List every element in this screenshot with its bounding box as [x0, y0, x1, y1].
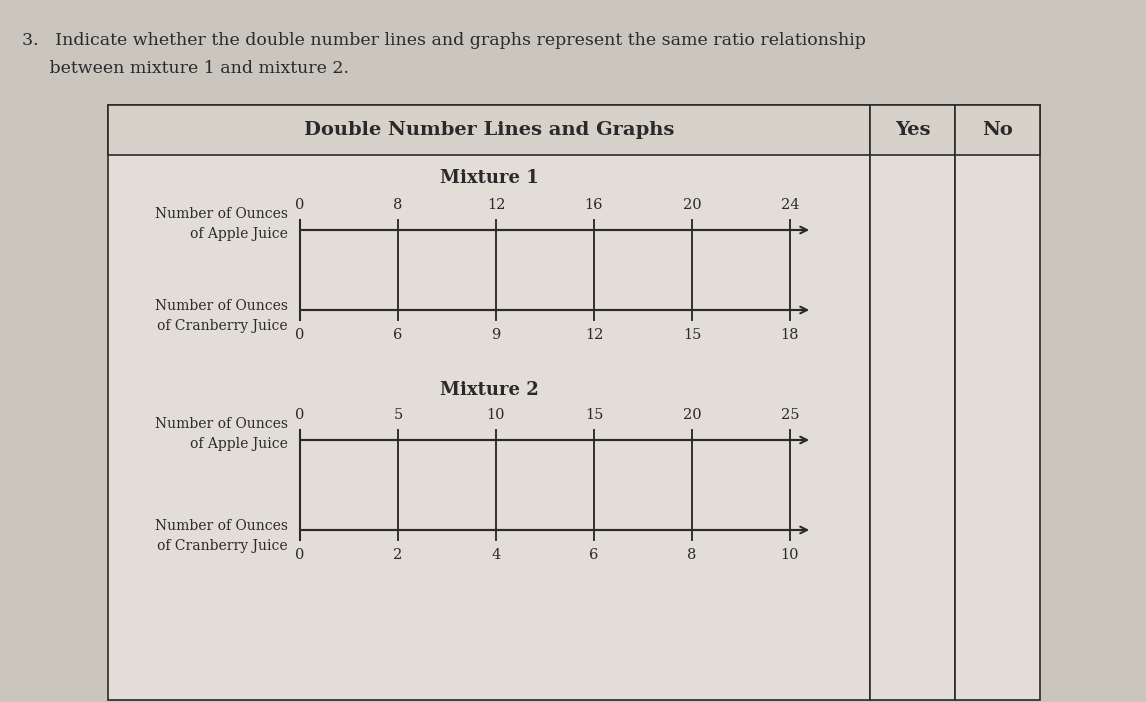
Text: between mixture 1 and mixture 2.: between mixture 1 and mixture 2.	[22, 60, 350, 77]
Bar	[870, 105, 955, 155]
Text: 6: 6	[589, 548, 598, 562]
Bar	[108, 105, 870, 700]
Bar	[108, 105, 870, 155]
Text: No: No	[982, 121, 1013, 139]
Text: 20: 20	[683, 408, 701, 422]
Text: 24: 24	[780, 198, 799, 212]
Text: Double Number Lines and Graphs: Double Number Lines and Graphs	[304, 121, 674, 139]
Text: Number of Ounces
of Cranberry Juice: Number of Ounces of Cranberry Juice	[155, 299, 288, 333]
Text: 25: 25	[780, 408, 799, 422]
Bar	[955, 105, 1041, 155]
Text: 9: 9	[492, 328, 501, 342]
Text: 18: 18	[780, 328, 799, 342]
Text: 12: 12	[584, 328, 603, 342]
Text: 2: 2	[393, 548, 402, 562]
Text: Yes: Yes	[895, 121, 931, 139]
Text: 12: 12	[487, 198, 505, 212]
Text: 0: 0	[296, 328, 305, 342]
Text: 10: 10	[487, 408, 505, 422]
Text: 3.   Indicate whether the double number lines and graphs represent the same rati: 3. Indicate whether the double number li…	[22, 32, 866, 49]
Text: 0: 0	[296, 548, 305, 562]
Text: Number of Ounces
of Apple Juice: Number of Ounces of Apple Juice	[155, 207, 288, 241]
Bar	[870, 105, 955, 700]
Text: 4: 4	[492, 548, 501, 562]
Text: 16: 16	[584, 198, 603, 212]
Text: Number of Ounces
of Apple Juice: Number of Ounces of Apple Juice	[155, 417, 288, 451]
Text: 5: 5	[393, 408, 402, 422]
Text: 20: 20	[683, 198, 701, 212]
Text: Mixture 2: Mixture 2	[440, 381, 539, 399]
Text: 15: 15	[683, 328, 701, 342]
Bar	[955, 105, 1041, 700]
Text: 6: 6	[393, 328, 402, 342]
Text: 0: 0	[296, 408, 305, 422]
Text: 8: 8	[688, 548, 697, 562]
Text: 0: 0	[296, 198, 305, 212]
Text: 10: 10	[780, 548, 799, 562]
Text: 15: 15	[584, 408, 603, 422]
Text: 8: 8	[393, 198, 402, 212]
Text: Number of Ounces
of Cranberry Juice: Number of Ounces of Cranberry Juice	[155, 519, 288, 552]
Text: Mixture 1: Mixture 1	[440, 169, 539, 187]
